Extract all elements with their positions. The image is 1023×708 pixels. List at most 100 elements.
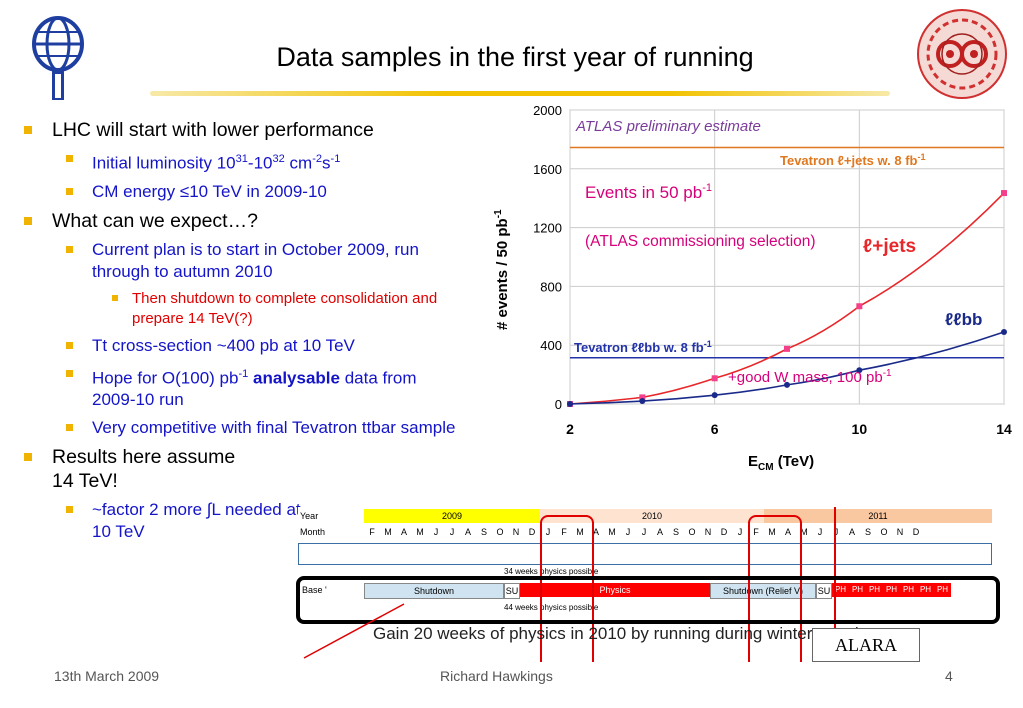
month-cell: D xyxy=(528,527,536,537)
footer-page-number: 4 xyxy=(945,668,953,684)
y-tick-label: 400 xyxy=(540,338,562,353)
events-annotation: Events in 50 pb-1 xyxy=(585,182,712,202)
month-cell: M xyxy=(576,527,584,537)
bullet-hope: Hope for O(100) pb-1 analysable data fro… xyxy=(22,363,462,412)
blank-row xyxy=(298,543,992,565)
bullet-expect: What can we expect…? xyxy=(22,209,502,233)
month-cell: M xyxy=(768,527,776,537)
bullet-competitive: Very competitive with final Tevatron ttb… xyxy=(22,417,472,439)
llbb-point xyxy=(1001,328,1007,335)
atlas-logo xyxy=(32,16,84,100)
month-cell: D xyxy=(912,527,920,537)
lhc-logo xyxy=(917,9,1007,99)
month-cell: S xyxy=(672,527,679,537)
events-chart: 0 400 800 1200 1600 2000 2 6 10 14 ATLAS prelimin… xyxy=(493,103,1012,473)
selection-annotation: (ATLAS commissioning selection) xyxy=(585,233,816,250)
ljets-series-label: ℓ+jets xyxy=(863,236,916,257)
footer-author: Richard Hawkings xyxy=(440,668,553,684)
shutdown-relief-cell: Shutdown (Relief V) xyxy=(710,583,816,599)
y-tick-label: 800 xyxy=(540,279,562,294)
ph-cell: PH xyxy=(866,583,883,597)
highlight-box xyxy=(296,576,1000,624)
llbb-point xyxy=(711,392,718,399)
month-cell: J xyxy=(625,527,631,537)
ljets-point xyxy=(639,394,646,401)
llbb-point xyxy=(784,381,790,388)
month-cell: F xyxy=(561,527,567,537)
x-tick-label: 10 xyxy=(852,421,868,437)
physics-cell: Physics xyxy=(520,583,710,597)
month-cell: F xyxy=(753,527,759,537)
bullet-cm-energy: CM energy ≤10 TeV in 2009-10 xyxy=(22,181,502,203)
llbb-series-label: ℓℓbb xyxy=(945,310,982,329)
month-cell: J xyxy=(833,527,839,537)
month-cell: J xyxy=(641,527,647,537)
bullet-luminosity: Initial luminosity 1031-1032 cm-2s-1 xyxy=(22,148,502,175)
base-label: Base ' xyxy=(302,585,327,595)
month-cell: J xyxy=(545,527,551,537)
ph-cell: PH xyxy=(934,583,951,597)
ljets-point xyxy=(856,303,863,310)
bullet-lhc: LHC will start with lower performance xyxy=(22,118,502,142)
y-tick-label: 0 xyxy=(555,397,562,412)
ph-cell: PH xyxy=(883,583,900,597)
month-cell: M xyxy=(800,527,808,537)
month-cell: S xyxy=(480,527,487,537)
x-tick-label: 6 xyxy=(711,421,719,437)
red-arrow xyxy=(303,603,405,659)
bullet-results: Results here assume 14 TeV! xyxy=(22,445,262,493)
bullet-tt: Tt cross-section ~400 pb at 10 TeV xyxy=(22,335,502,357)
wmass-annotation: +good W mass, 100 pb-1 xyxy=(728,368,892,386)
y-tick-label: 1200 xyxy=(533,221,562,236)
month-cell: J xyxy=(449,527,455,537)
y-tick-label: 1600 xyxy=(533,162,562,177)
su-cell: SU xyxy=(504,583,520,599)
bullet-shutdown: Then shutdown to complete consolidation … xyxy=(22,289,492,329)
shutdown-cell: Shutdown xyxy=(364,583,504,599)
year-row-label: Year xyxy=(300,511,319,521)
llbb-point xyxy=(567,401,573,407)
month-cell: A xyxy=(464,527,471,537)
month-cell: A xyxy=(656,527,663,537)
llbb-point xyxy=(639,398,646,405)
month-cell: N xyxy=(512,527,520,537)
month-cell: S xyxy=(864,527,871,537)
tevatron-ljets-label: Tevatron ℓ+jets w. 8 fb-1 xyxy=(780,152,926,168)
month-cell: J xyxy=(817,527,823,537)
month-cell: A xyxy=(592,527,599,537)
ph-cell: PH xyxy=(900,583,917,597)
month-cell: A xyxy=(400,527,407,537)
red-bracket-1 xyxy=(540,515,594,662)
month-cell: A xyxy=(784,527,791,537)
tevatron-llbb-label: Tevatron ℓℓbb w. 8 fb-1 xyxy=(574,339,712,355)
su2-cell: SU xyxy=(816,583,832,599)
bullet-list: LHC will start with lower performance In… xyxy=(22,118,502,549)
year-2011: 2011 xyxy=(764,509,992,523)
month-cell: N xyxy=(896,527,904,537)
ph-cell: PH xyxy=(849,583,866,597)
year-2010: 2010 xyxy=(540,509,764,523)
x-tick-label: 14 xyxy=(996,421,1012,437)
ph-cell: PH xyxy=(917,583,934,597)
x-axis-label: ECM (TeV) xyxy=(748,453,814,473)
red-bracket-2 xyxy=(748,515,802,662)
ljets-point xyxy=(711,375,718,382)
weeks-top-label: 34 weeks physics possible xyxy=(504,567,599,576)
month-cell: A xyxy=(848,527,855,537)
x-tick-label: 2 xyxy=(566,421,574,437)
title-underline xyxy=(150,91,890,96)
month-cell: O xyxy=(496,527,504,537)
month-cell: M xyxy=(608,527,616,537)
year-2009: 2009 xyxy=(364,509,540,523)
month-cell: J xyxy=(433,527,439,537)
bullet-factor: ~factor 2 more ∫L needed at 10 TeV xyxy=(22,499,307,543)
month-cell: O xyxy=(688,527,696,537)
red-line xyxy=(834,507,836,660)
month-cell: M xyxy=(416,527,424,537)
month-cell: J xyxy=(737,527,743,537)
month-cell: M xyxy=(384,527,392,537)
month-cell: F xyxy=(369,527,375,537)
y-axis-label: # events / 50 pb-1 xyxy=(493,209,511,330)
chart-title: ATLAS preliminary estimate xyxy=(575,118,761,135)
weeks-bottom-label: 44 weeks physics possible xyxy=(504,603,599,612)
